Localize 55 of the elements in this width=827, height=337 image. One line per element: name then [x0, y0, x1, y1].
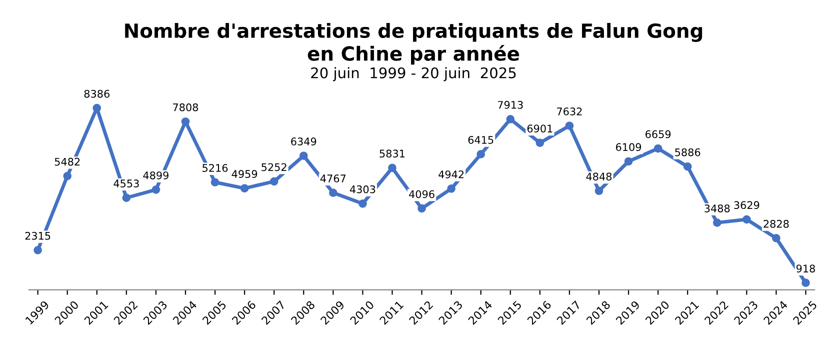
data-label: 6349 [291, 138, 316, 146]
data-label: 918 [796, 264, 815, 272]
point [388, 164, 396, 172]
chart-subtitle: 20 juin 1999 - 20 juin 2025 [311, 67, 516, 82]
data-label: 5886 [675, 148, 700, 156]
data-label: 2828 [764, 220, 789, 228]
data-label: 4767 [320, 174, 346, 182]
data-label: 7808 [173, 103, 198, 112]
point [712, 218, 722, 227]
point [447, 184, 456, 193]
point [742, 215, 751, 224]
point [594, 186, 604, 196]
data-label: 6901 [527, 124, 552, 132]
point [654, 144, 662, 153]
point [210, 178, 220, 186]
point [536, 138, 544, 148]
data-label: 5482 [54, 158, 80, 166]
point [92, 104, 102, 112]
chart-title: Nombre d'arrestations de pratiquants de Falun Gong en Chine par année [125, 22, 702, 65]
point [122, 194, 131, 202]
data-label: 4553 [114, 180, 139, 188]
point [63, 172, 72, 180]
point [328, 188, 338, 197]
point [240, 184, 249, 192]
data-label: 4959 [232, 170, 258, 178]
data-label: 6109 [616, 143, 642, 152]
point [270, 177, 278, 186]
data-label: 4942 [438, 170, 464, 178]
point [802, 278, 810, 287]
point [772, 234, 780, 242]
point [506, 114, 515, 124]
data-label: 8386 [84, 90, 110, 98]
data-label: 4848 [586, 172, 612, 181]
point [476, 150, 486, 158]
data-label: 6659 [646, 130, 671, 138]
data-label: 5831 [380, 150, 405, 158]
data-label: 7632 [557, 108, 582, 116]
point [358, 199, 367, 208]
data-label: 2315 [25, 232, 50, 240]
data-label: 6415 [468, 136, 494, 144]
data-label: 5216 [202, 164, 228, 172]
point [418, 204, 426, 213]
point [565, 122, 574, 130]
point [152, 186, 160, 194]
data-label: 5252 [262, 163, 286, 172]
data-label: 4899 [143, 171, 168, 180]
data-label: 4096 [409, 190, 434, 198]
point [683, 162, 692, 171]
data-label: 7913 [498, 100, 523, 109]
point [624, 157, 633, 166]
data-label: 3488 [704, 204, 730, 212]
data-label: 3629 [734, 201, 760, 210]
point [299, 152, 308, 160]
point [34, 246, 42, 254]
data-label: 4303 [350, 185, 376, 194]
